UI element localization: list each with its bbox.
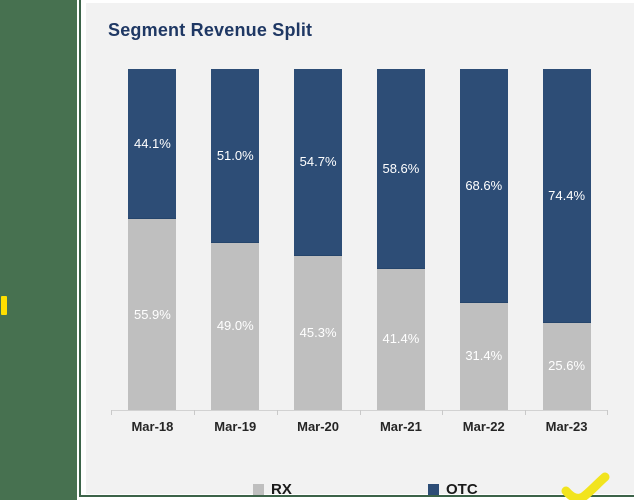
bar-mar-18: 55.9% 44.1% (128, 69, 177, 410)
frame-bottom-line (79, 495, 634, 497)
value-label-rx: 55.9% (133, 306, 171, 322)
value-label-rx: 41.4% (382, 331, 420, 347)
bar-mar-21: 41.4% 58.6% (376, 69, 425, 410)
legend-item-rx: RX (253, 481, 292, 498)
x-axis-label-mar-20: Mar-20 (297, 419, 340, 434)
value-label-otc: 44.1% (133, 136, 171, 152)
bar-segment-otc: 74.4% (542, 69, 591, 323)
frame-vertical-line (79, 0, 81, 497)
value-label-otc: 51.0% (216, 147, 254, 163)
rx-legend-swatch (253, 484, 264, 495)
bar-segment-otc: 44.1% (128, 69, 177, 220)
x-axis-label-mar-23: Mar-23 (545, 419, 588, 434)
otc-legend-label: OTC (446, 481, 478, 498)
checkmark-icon (561, 472, 610, 500)
bar-segment-otc: 68.6% (459, 69, 508, 303)
chart-title: Segment Revenue Split (108, 20, 313, 40)
bar-segment-rx: 25.6% (542, 322, 591, 410)
bar-segment-rx: 55.9% (128, 219, 177, 410)
x-axis-tick (111, 410, 112, 415)
bar-mar-22: 31.4% 68.6% (459, 69, 508, 410)
bar-mar-23: 25.6% 74.4% (542, 69, 591, 410)
bar-segment-rx: 45.3% (294, 255, 343, 410)
value-label-rx: 31.4% (465, 348, 503, 364)
value-label-rx: 49.0% (216, 318, 254, 334)
x-axis-tick (525, 410, 527, 415)
value-label-otc: 74.4% (548, 187, 586, 203)
sidebar-strip (0, 0, 77, 500)
value-label-rx: 45.3% (299, 324, 337, 340)
x-axis-label-mar-18: Mar-18 (131, 419, 174, 434)
chart-panel: Segment Revenue Split 55.9% 44.1% Mar-18 49… (86, 3, 634, 500)
x-axis-tick (276, 410, 278, 415)
bar-segment-rx: 49.0% (211, 242, 260, 410)
x-axis-label-mar-22: Mar-22 (462, 419, 505, 434)
bar-segment-rx: 41.4% (376, 268, 425, 410)
bar-mar-19: 49.0% 51.0% (211, 69, 260, 410)
x-axis-label-mar-21: Mar-21 (379, 419, 422, 434)
otc-legend-swatch (428, 484, 439, 495)
x-axis-tick (193, 410, 195, 415)
value-label-otc: 54.7% (299, 154, 337, 170)
bar-mar-20: 45.3% 54.7% (294, 69, 343, 410)
x-axis-label-mar-19: Mar-19 (214, 419, 257, 434)
x-axis-tick (442, 410, 444, 415)
rx-legend-label: RX (271, 481, 292, 498)
bar-segment-otc: 54.7% (294, 69, 343, 256)
bar-segment-otc: 51.0% (211, 69, 260, 243)
legend-item-otc: OTC (428, 481, 478, 498)
value-label-rx: 25.6% (548, 358, 586, 374)
x-axis-tick (359, 410, 361, 415)
bar-segment-rx: 31.4% (459, 302, 508, 410)
value-label-otc: 68.6% (465, 177, 503, 193)
x-axis-tick (607, 410, 608, 415)
bar-segment-otc: 58.6% (376, 69, 425, 269)
highlight-marker (1, 296, 7, 315)
value-label-otc: 58.6% (382, 160, 420, 176)
plot-area: 55.9% 44.1% Mar-18 49.0% 51.0% Mar-19 45.3% 54.… (111, 69, 608, 434)
